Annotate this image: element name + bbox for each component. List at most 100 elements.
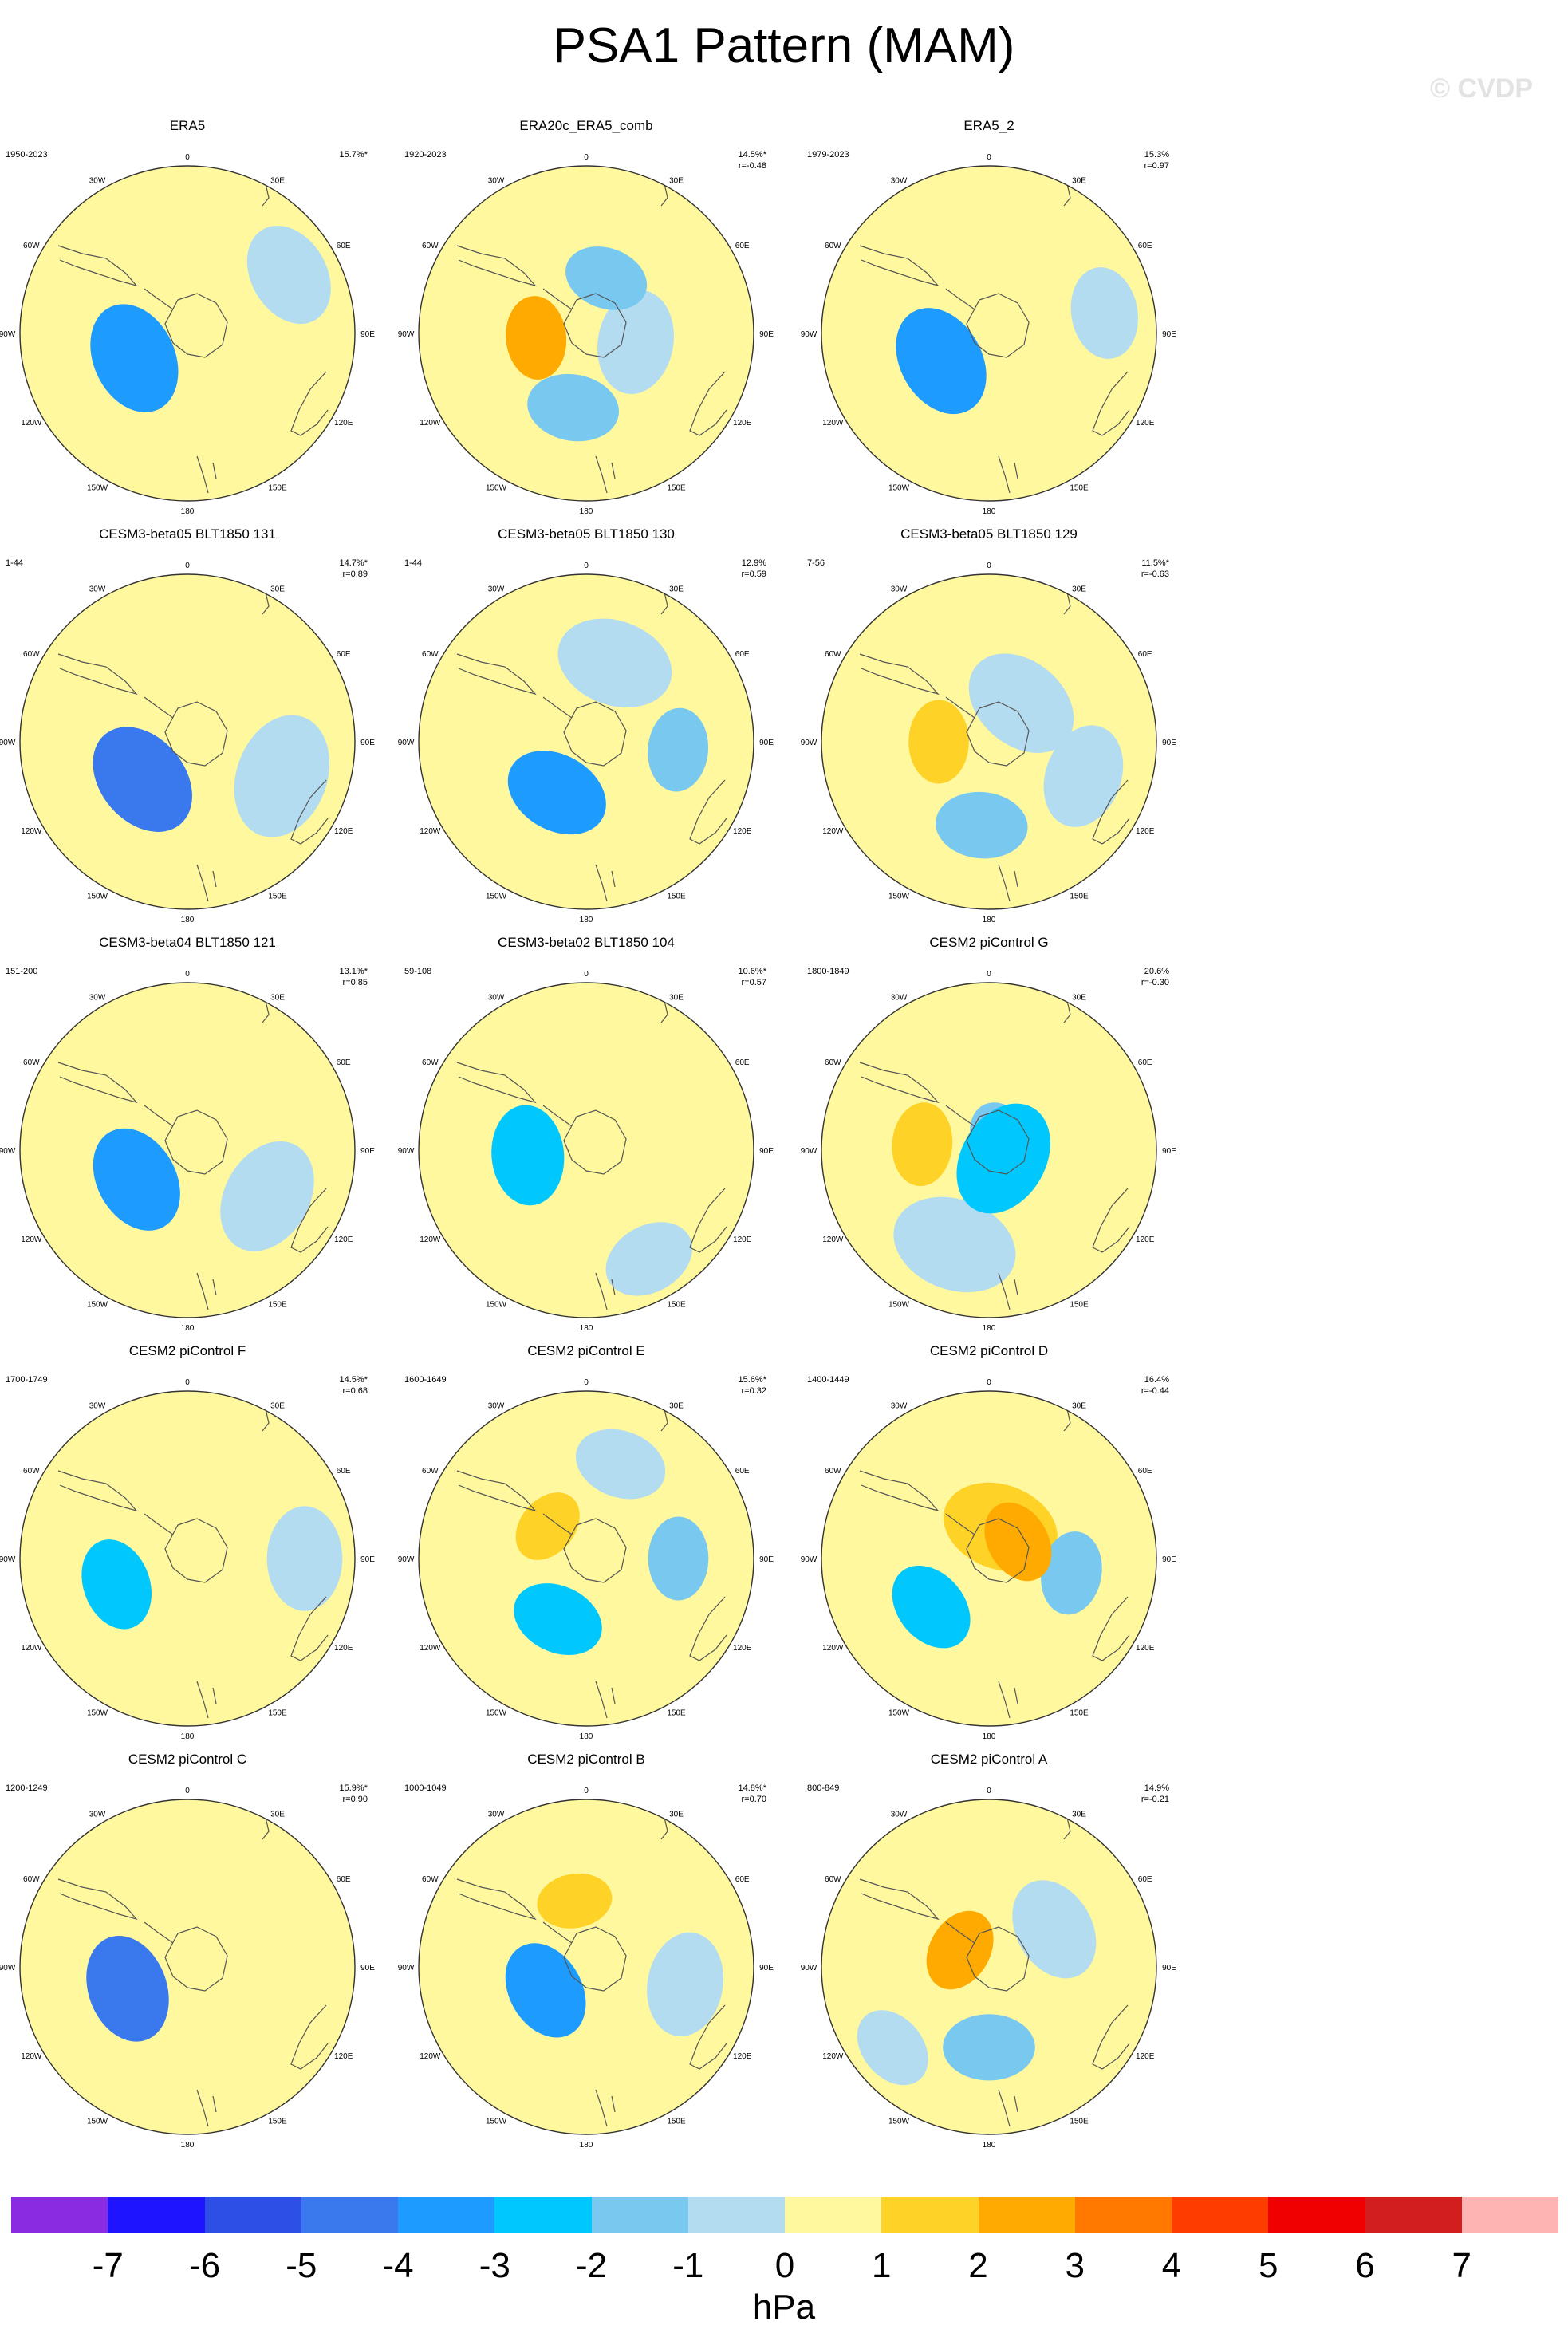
- polar-map: 0 30E 60E 90E 120E 150E 180 150W 120W 90W 60W 30W: [0, 970, 375, 1333]
- anomaly-contour: [266, 1506, 343, 1611]
- longitude-label: 90W: [398, 1964, 415, 1972]
- colorbar-swatch: [687, 2197, 785, 2233]
- longitude-label: 90E: [1162, 1964, 1176, 1972]
- longitude-label: 150W: [486, 1300, 507, 1309]
- panel-title: CESM3-beta05 BLT1850 131: [99, 526, 276, 542]
- anomaly-contour: [900, 405, 998, 482]
- longitude-label: 150E: [667, 1300, 686, 1309]
- antarctica-coastline: [164, 293, 228, 358]
- longitude-label: 60W: [23, 650, 40, 659]
- panel-percent-variance: 10.6%*: [738, 967, 766, 976]
- polar-map: 0 30E 60E 90E 120E 150E 180 150W 120W 90W 60W 30W: [801, 970, 1177, 1333]
- longitude-label: 30E: [669, 1811, 684, 1819]
- map-panel: CESM3-beta05 BLT1850 130 1-44 12.9% r=0.59 0…: [387, 526, 786, 933]
- longitude-label: 90W: [398, 1555, 415, 1564]
- colorbar-swatch: [591, 2197, 688, 2233]
- panel-title: CESM2 piControl A: [930, 1752, 1048, 1767]
- longitude-label: 120E: [334, 827, 353, 836]
- longitude-label: 90E: [759, 1964, 774, 1972]
- new-zealand-coastline: [196, 1681, 217, 1719]
- longitude-label: 30W: [488, 994, 505, 1003]
- longitude-label: 0: [185, 1787, 190, 1795]
- longitude-label: 120E: [334, 2052, 353, 2061]
- map-frame: [418, 1390, 754, 1727]
- colorbar-tick-label: -1: [672, 2246, 704, 2285]
- longitude-label: 120W: [420, 827, 441, 836]
- colorbar-swatch: [11, 2197, 108, 2233]
- longitude-label: 60W: [23, 242, 40, 250]
- antarctica-coastline: [563, 701, 627, 767]
- new-zealand-coastline: [196, 455, 217, 494]
- longitude-label: 120W: [420, 419, 441, 428]
- longitude-label: 0: [987, 562, 991, 570]
- map-frame: [418, 1799, 754, 2135]
- longitude-label: 90W: [801, 739, 817, 747]
- longitude-label: 0: [584, 970, 589, 979]
- south-america-coastline: [57, 653, 138, 696]
- longitude-label: 150W: [888, 483, 910, 492]
- anomaly-contour: [491, 1105, 565, 1206]
- longitude-label: 30E: [1072, 994, 1086, 1003]
- new-zealand-coastline: [595, 1272, 616, 1310]
- map-panel: CESM3-beta02 BLT1850 104 59-108 10.6%* r=0.…: [387, 935, 786, 1342]
- panel-title: CESM3-beta02 BLT1850 104: [498, 935, 675, 950]
- colorbar-swatch: [1172, 2197, 1269, 2233]
- south-america-coastline: [859, 1062, 940, 1104]
- map-panel: CESM2 piControl B 1000-1049 14.8%* r=0.70 0 3…: [387, 1752, 786, 2158]
- longitude-label: 60E: [337, 1467, 351, 1476]
- longitude-label: 120W: [21, 827, 42, 836]
- longitude-label: 60E: [1138, 1467, 1152, 1476]
- field-background: [419, 983, 754, 1318]
- longitude-label: 150E: [1070, 483, 1089, 492]
- longitude-label: 90W: [0, 1964, 16, 1972]
- longitude-label: 60W: [825, 1467, 841, 1476]
- anomaly-contour: [956, 1103, 1050, 1214]
- longitude-label: 150W: [87, 1708, 108, 1717]
- anomaly-contour: [90, 304, 179, 412]
- panel-years: 1000-1049: [404, 1783, 447, 1793]
- anomaly-contour: [867, 1463, 951, 1562]
- new-zealand-coastline: [196, 1272, 217, 1310]
- longitude-label: 30W: [89, 177, 106, 186]
- figure-title: PSA1 Pattern (MAM): [553, 18, 1015, 73]
- longitude-label: 90W: [0, 1147, 16, 1156]
- anomaly-contour: [1012, 1880, 1097, 1979]
- longitude-label: 90E: [360, 330, 375, 339]
- panel-percent-variance: 14.9%: [1144, 1783, 1169, 1793]
- panel-title: CESM3-beta04 BLT1850 121: [99, 935, 276, 950]
- longitude-label: 60E: [735, 1875, 750, 1884]
- polar-map: 0 30E 60E 90E 120E 150E 180 150W 120W 90W 60W 30W: [0, 1787, 375, 2150]
- longitude-label: 90E: [1162, 1147, 1176, 1156]
- longitude-label: 90W: [398, 739, 415, 747]
- longitude-label: 120E: [1136, 1235, 1155, 1244]
- panel-correlation: r=0.90: [342, 1795, 368, 1804]
- australia-coastline: [290, 1596, 329, 1661]
- anomaly-contour: [984, 1502, 1052, 1582]
- field-background: [20, 166, 355, 501]
- map-frame: [19, 165, 356, 502]
- new-zealand-coastline: [196, 2089, 217, 2127]
- anomaly-contour: [93, 727, 192, 832]
- new-zealand-coastline: [998, 864, 1018, 902]
- map-panel: ERA5_2 1979-2023 15.3% r=0.97 0 30E 60E 90E 120E…: [790, 118, 1188, 525]
- antarctica-coastline: [164, 1109, 228, 1175]
- longitude-label: 150E: [667, 483, 686, 492]
- map-panel: CESM3-beta04 BLT1850 121 151-200 13.1%* r=0…: [0, 935, 387, 1342]
- polar-map: 0 30E 60E 90E 120E 150E 180 150W 120W 90W 60W 30W: [0, 562, 375, 924]
- australia-coastline: [290, 2004, 329, 2070]
- anomaly-contour: [1043, 725, 1124, 827]
- longitude-label: 30E: [669, 585, 684, 594]
- longitude-label: 60E: [1138, 1058, 1152, 1067]
- longitude-label: 180: [181, 916, 195, 924]
- panel-years: 7-56: [807, 558, 825, 568]
- longitude-label: 180: [181, 1732, 195, 1741]
- antarctic-peninsula-coastline: [945, 696, 975, 719]
- colorbar-tick-label: 7: [1452, 2246, 1471, 2285]
- antarctic-peninsula-coastline: [945, 1921, 975, 1944]
- longitude-label: 30W: [891, 1811, 908, 1819]
- antarctica-coastline: [966, 701, 1030, 767]
- longitude-label: 120W: [420, 1235, 441, 1244]
- longitude-label: 30W: [89, 1402, 106, 1411]
- longitude-label: 90E: [1162, 1555, 1176, 1564]
- new-zealand-coastline: [595, 2089, 616, 2127]
